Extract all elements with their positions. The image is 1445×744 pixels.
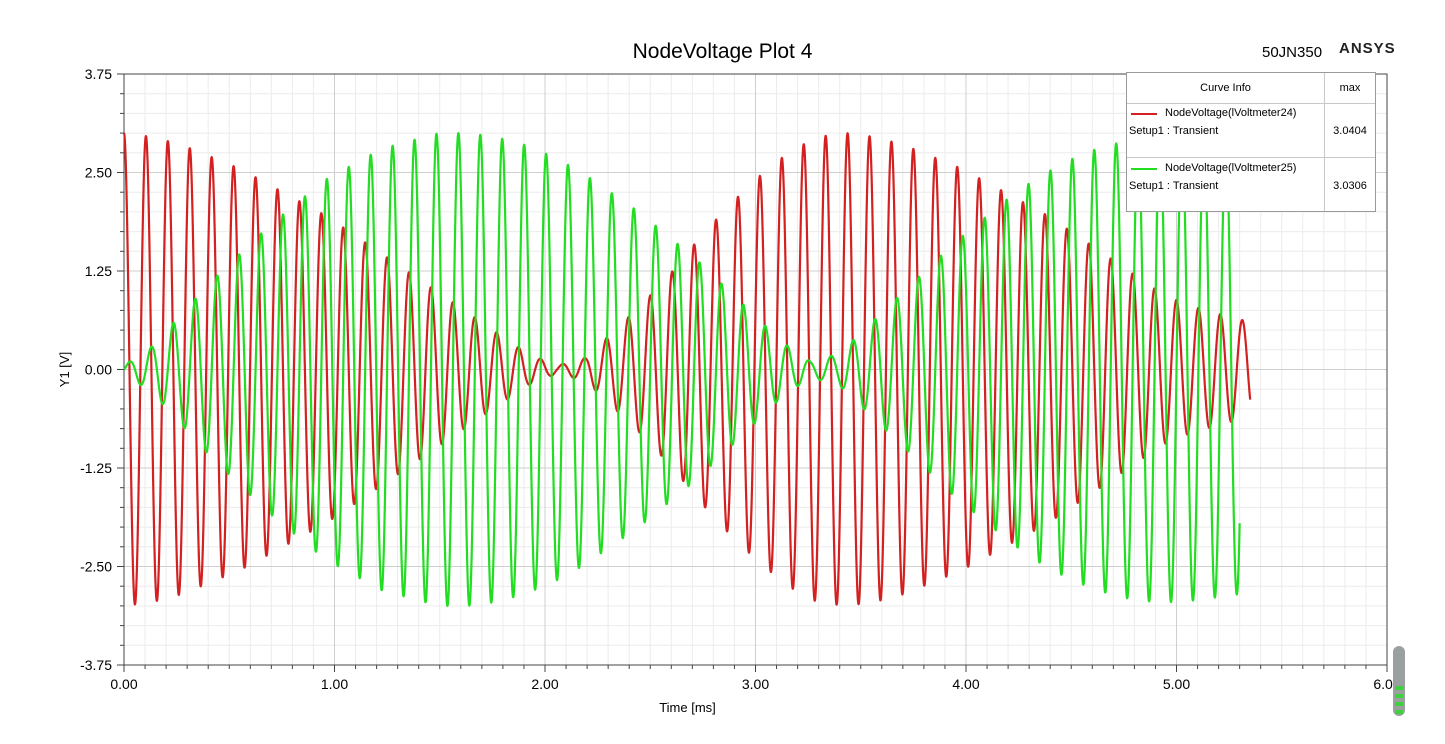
legend-entry-name: NodeVoltage(lVoltmeter25) xyxy=(1165,162,1297,174)
axis-ticks xyxy=(117,73,1388,672)
legend-swatch-green xyxy=(1131,168,1157,170)
legend-header-curve-info: Curve Info xyxy=(1200,82,1251,94)
grip-mark xyxy=(1395,686,1403,690)
legend-entry-name: NodeVoltage(lVoltmeter24) xyxy=(1165,107,1297,119)
y-axis-label: Y1 [V] xyxy=(57,352,72,387)
legend-column-divider xyxy=(1324,73,1325,211)
x-tick-label: 3.00 xyxy=(742,676,769,692)
y-tick-label: 0.00 xyxy=(85,362,112,378)
legend-entry-setup: Setup1 : Transient xyxy=(1129,125,1219,137)
x-tick-label: 2.00 xyxy=(531,676,558,692)
grip-mark xyxy=(1395,710,1403,714)
zoom-scroll-handle[interactable] xyxy=(1393,646,1405,716)
y-tick-label: -1.25 xyxy=(80,460,112,476)
legend-entry-setup: Setup1 : Transient xyxy=(1129,180,1219,192)
x-tick-label: 5.00 xyxy=(1163,676,1190,692)
x-tick-labels: 0.00 1.00 2.00 3.00 4.00 5.00 6.00 xyxy=(110,676,1400,692)
y-tick-label: 3.75 xyxy=(85,66,112,82)
plot-title: NodeVoltage Plot 4 xyxy=(632,40,813,63)
legend-entry-voltmeter25[interactable]: NodeVoltage(lVoltmeter25) Setup1 : Trans… xyxy=(1127,157,1375,212)
design-name: 50JN350 xyxy=(1262,44,1323,61)
legend-header-max: max xyxy=(1339,82,1361,94)
y-tick-label: -3.75 xyxy=(80,657,112,673)
series-line-voltmeter24 xyxy=(123,132,1252,606)
brand-logo: ANSYS xyxy=(1339,40,1396,57)
x-tick-label: 4.00 xyxy=(952,676,979,692)
legend-entry-max: 3.0404 xyxy=(1333,125,1367,137)
legend-swatch-red xyxy=(1131,113,1157,115)
y-tick-label: 1.25 xyxy=(85,263,112,279)
grip-mark xyxy=(1395,702,1403,706)
y-tick-label: 2.50 xyxy=(85,165,112,181)
x-tick-label: 1.00 xyxy=(321,676,348,692)
y-tick-labels: 3.75 2.50 1.25 0.00 -1.25 -2.50 -3.75 xyxy=(80,66,112,673)
y-tick-label: -2.50 xyxy=(80,559,112,575)
legend-entry-voltmeter24[interactable]: NodeVoltage(lVoltmeter24) Setup1 : Trans… xyxy=(1127,103,1375,157)
grip-mark xyxy=(1395,694,1403,698)
legend-header: Curve Info max xyxy=(1127,73,1375,104)
curve-info-legend[interactable]: Curve Info max NodeVoltage(lVoltmeter24)… xyxy=(1126,72,1376,212)
legend-entry-max: 3.0306 xyxy=(1333,180,1367,192)
series-layer xyxy=(123,132,1252,607)
x-tick-label: 0.00 xyxy=(110,676,137,692)
x-axis-label: Time [ms] xyxy=(659,700,716,715)
series-line-voltmeter25 xyxy=(123,132,1241,607)
